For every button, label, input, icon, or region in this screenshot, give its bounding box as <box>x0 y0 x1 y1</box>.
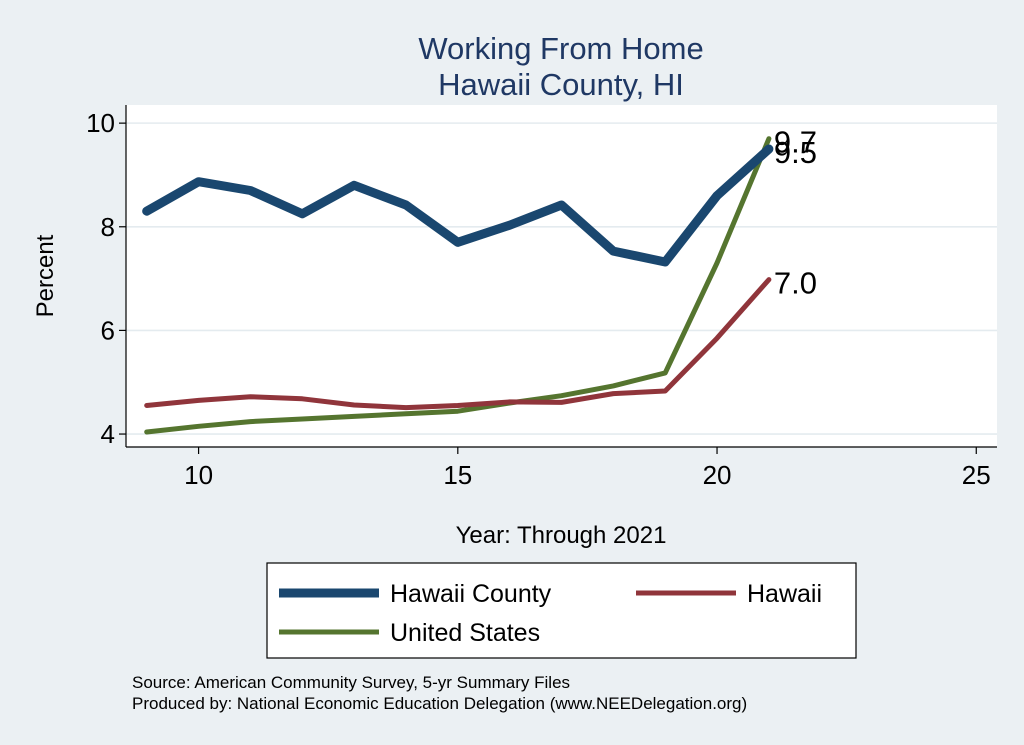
plot-area <box>126 105 997 447</box>
chart-title-line1: Working From Home <box>418 31 703 66</box>
legend-box <box>266 562 857 659</box>
chart-title-line2: Hawaii County, HI <box>438 67 684 102</box>
producer-note: Produced by: National Economic Education… <box>132 694 747 713</box>
y-tick-label-6: 6 <box>101 315 115 345</box>
series-line-hawaii <box>144 277 772 411</box>
y-tick-label-4: 4 <box>101 419 115 449</box>
end-label-hawaii: 7.0 <box>774 266 817 301</box>
y-tick-label-8: 8 <box>101 212 115 242</box>
x-tick-label-15: 15 <box>443 460 472 490</box>
legend-label-hawaii-county: Hawaii County <box>390 580 552 608</box>
series-line-united-states <box>144 136 772 435</box>
end-labels: 9.5 7.0 9.7 <box>774 125 817 301</box>
source-note: Source: American Community Survey, 5-yr … <box>132 673 570 692</box>
x-tick-label-10: 10 <box>184 460 213 490</box>
y-axis-title: Percent <box>32 234 59 317</box>
x-axis-title: Year: Through 2021 <box>456 522 667 549</box>
legend-label-hawaii: Hawaii <box>747 580 822 608</box>
y-tick-label-10: 10 <box>86 108 115 138</box>
x-tick-label-20: 20 <box>703 460 732 490</box>
x-ticks: 10 15 20 25 <box>184 447 991 490</box>
legend-label-united-states: United States <box>390 619 540 647</box>
end-label-united-states: 9.7 <box>774 125 817 160</box>
end-label-hawaii-county: 9.5 <box>774 135 817 170</box>
y-ticks: 4 6 8 10 <box>86 108 126 449</box>
series-lines <box>142 136 774 435</box>
x-tick-label-25: 25 <box>962 460 991 490</box>
gridlines <box>126 122 997 435</box>
series-line-hawaii-county <box>142 144 774 267</box>
legend: Hawaii County Hawaii United States <box>266 562 857 659</box>
